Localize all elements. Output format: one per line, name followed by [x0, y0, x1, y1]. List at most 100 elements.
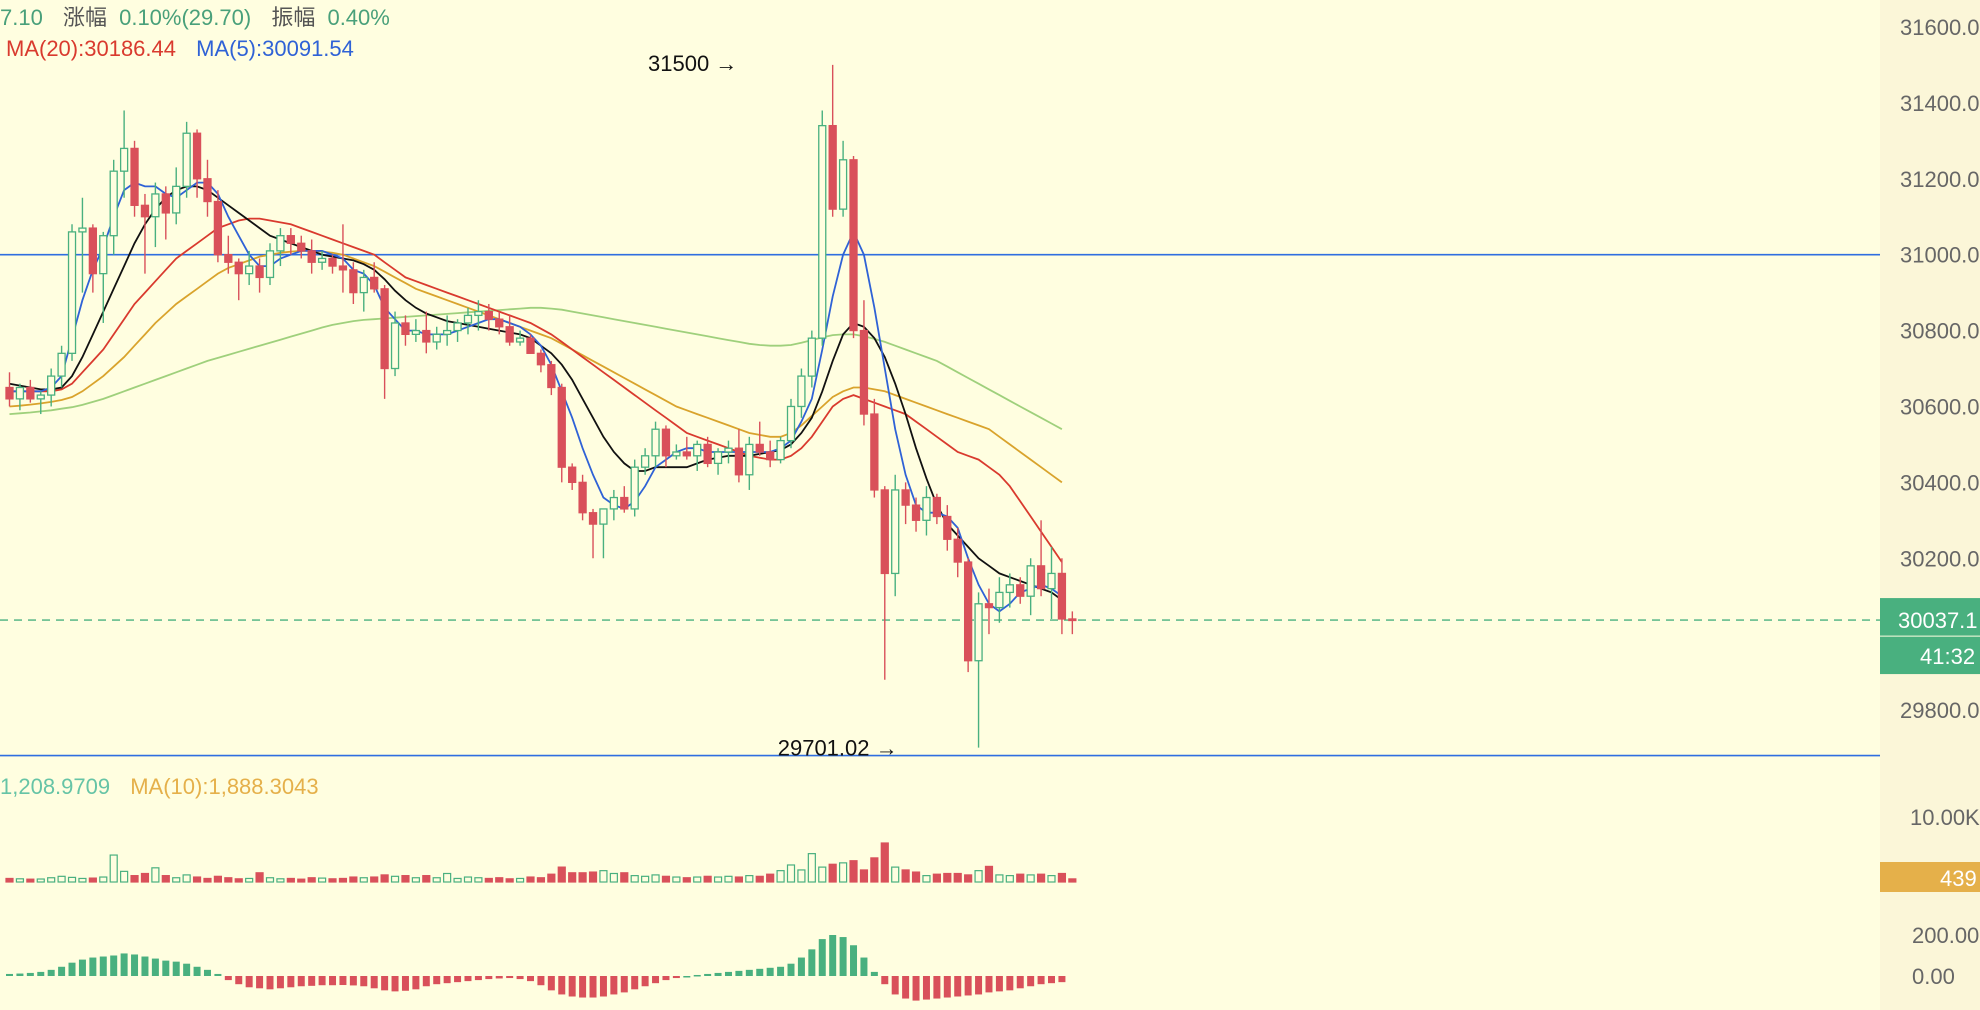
candle[interactable] — [943, 505, 952, 551]
candle[interactable] — [172, 167, 181, 225]
candle[interactable] — [536, 349, 546, 373]
candle[interactable] — [88, 224, 98, 293]
candle[interactable] — [797, 368, 806, 418]
candle[interactable] — [766, 440, 775, 468]
candle[interactable] — [349, 262, 358, 304]
candle[interactable] — [213, 190, 223, 263]
candle[interactable] — [234, 258, 243, 301]
candle[interactable] — [995, 577, 1004, 623]
candle[interactable] — [453, 319, 462, 342]
candle[interactable] — [849, 156, 858, 339]
candle[interactable] — [724, 440, 733, 464]
candle[interactable] — [755, 421, 764, 456]
candle[interactable] — [953, 527, 962, 578]
candle[interactable] — [47, 368, 56, 407]
candle[interactable] — [307, 239, 316, 274]
candle[interactable] — [442, 315, 452, 346]
candle[interactable] — [891, 474, 900, 597]
candle[interactable] — [26, 379, 35, 403]
candle[interactable] — [109, 159, 118, 255]
candle[interactable] — [297, 235, 306, 259]
candle[interactable] — [401, 315, 410, 346]
candle[interactable] — [578, 474, 587, 521]
candle[interactable] — [640, 448, 650, 475]
candle[interactable] — [609, 489, 619, 521]
candle[interactable] — [911, 497, 921, 532]
candle[interactable] — [182, 121, 191, 198]
candlesticks[interactable] — [5, 64, 1077, 748]
candle[interactable] — [630, 459, 639, 517]
candle[interactable] — [838, 140, 848, 217]
candle[interactable] — [859, 300, 869, 426]
candle[interactable] — [1047, 546, 1056, 619]
candle[interactable] — [703, 436, 712, 468]
candle[interactable] — [370, 262, 379, 293]
candle[interactable] — [203, 159, 212, 217]
candle[interactable] — [515, 330, 525, 346]
candle[interactable] — [99, 231, 108, 323]
candle[interactable] — [672, 444, 681, 460]
candle[interactable] — [245, 250, 254, 286]
candle[interactable] — [974, 592, 983, 748]
candle[interactable] — [557, 383, 566, 483]
candle[interactable] — [411, 319, 421, 342]
candle[interactable] — [547, 360, 556, 396]
candle[interactable] — [338, 224, 348, 293]
candle[interactable] — [901, 482, 910, 525]
candle[interactable] — [932, 493, 942, 525]
candle[interactable] — [432, 326, 441, 350]
candle[interactable] — [161, 186, 170, 240]
candle[interactable] — [745, 436, 754, 490]
candle[interactable] — [693, 440, 702, 471]
candle[interactable] — [463, 307, 473, 335]
candle[interactable] — [1068, 611, 1077, 635]
candle[interactable] — [255, 258, 264, 293]
candle[interactable] — [588, 508, 598, 559]
candle[interactable] — [1016, 577, 1025, 604]
candle[interactable] — [922, 486, 931, 536]
candle[interactable] — [151, 182, 160, 248]
candle[interactable] — [36, 391, 45, 415]
candle[interactable] — [807, 330, 816, 388]
candle[interactable] — [776, 436, 785, 464]
candle[interactable] — [328, 254, 337, 274]
candle[interactable] — [140, 193, 150, 274]
candle[interactable] — [474, 300, 483, 331]
candle[interactable] — [57, 345, 66, 388]
candle[interactable] — [599, 508, 608, 559]
candle[interactable] — [15, 383, 25, 411]
candle[interactable] — [119, 110, 129, 198]
candle[interactable] — [67, 224, 77, 361]
candle[interactable] — [192, 129, 202, 198]
candle[interactable] — [818, 110, 827, 346]
candle[interactable] — [265, 243, 275, 286]
candle[interactable] — [651, 421, 660, 468]
candle[interactable] — [661, 425, 671, 468]
candle[interactable] — [390, 311, 400, 377]
candle[interactable] — [130, 140, 139, 217]
candle[interactable] — [526, 334, 535, 354]
candle[interactable] — [1057, 558, 1067, 635]
candle[interactable] — [1026, 558, 1035, 616]
candle[interactable] — [984, 588, 994, 635]
candle[interactable] — [682, 436, 691, 460]
candle[interactable] — [963, 558, 973, 673]
candle[interactable] — [1005, 573, 1014, 608]
candle[interactable] — [495, 311, 504, 335]
candle[interactable] — [286, 228, 295, 255]
candle[interactable] — [870, 398, 879, 498]
candle[interactable] — [224, 235, 233, 274]
candle[interactable] — [880, 486, 889, 680]
candle[interactable] — [359, 269, 368, 312]
candle[interactable] — [1036, 520, 1046, 597]
candle[interactable] — [484, 304, 493, 331]
candle[interactable] — [568, 463, 577, 490]
candle[interactable] — [317, 250, 327, 270]
candle[interactable] — [276, 228, 285, 267]
candle[interactable] — [828, 64, 837, 217]
candle[interactable] — [380, 285, 389, 399]
candle[interactable] — [786, 398, 796, 449]
candle[interactable] — [713, 448, 723, 475]
candle[interactable] — [422, 311, 431, 354]
